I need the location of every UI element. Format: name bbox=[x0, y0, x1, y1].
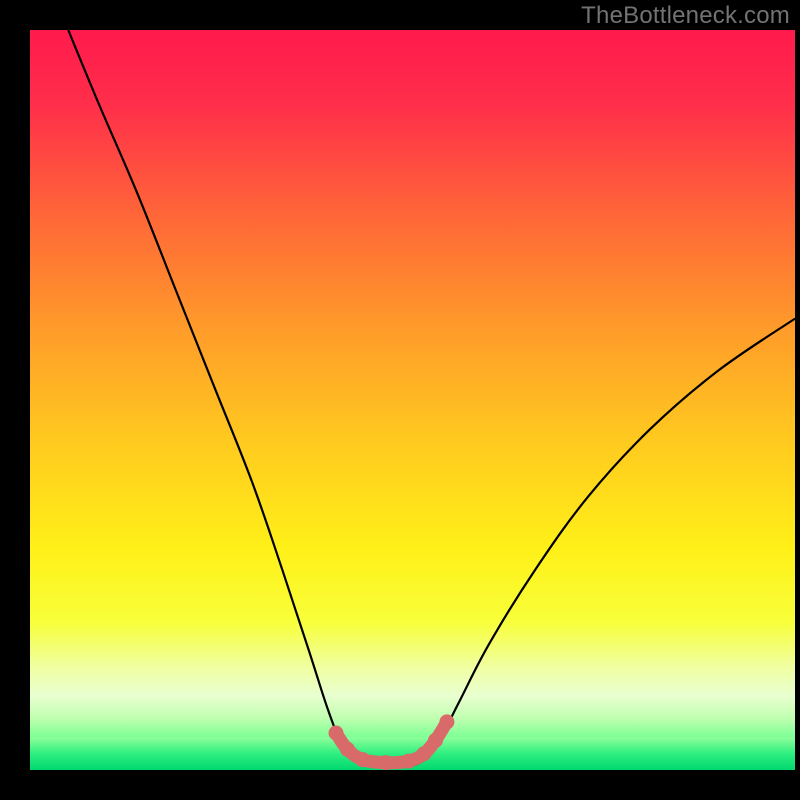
chart-border-right bbox=[795, 0, 800, 800]
optimal-range-dot bbox=[439, 714, 454, 729]
plot-area bbox=[30, 30, 795, 770]
curve-overlay bbox=[30, 30, 795, 770]
optimal-range-dot bbox=[428, 733, 443, 748]
optimal-range-dot bbox=[355, 752, 370, 767]
optimal-range-dot bbox=[329, 726, 344, 741]
optimal-range-dot bbox=[378, 755, 393, 770]
optimal-range-dot bbox=[416, 746, 431, 761]
bottleneck-curve bbox=[68, 30, 795, 767]
chart-border-left bbox=[0, 0, 30, 800]
optimal-range-dot bbox=[340, 742, 355, 757]
chart-border-bottom bbox=[0, 770, 800, 800]
optimal-range-dot bbox=[401, 754, 416, 769]
watermark-text: TheBottleneck.com bbox=[581, 2, 790, 30]
chart-container: TheBottleneck.com bbox=[0, 0, 800, 800]
